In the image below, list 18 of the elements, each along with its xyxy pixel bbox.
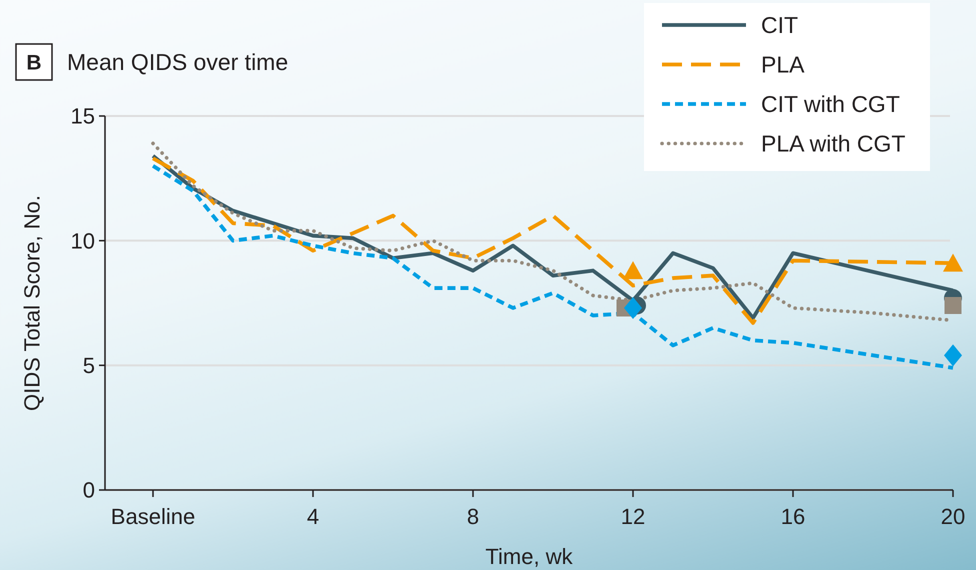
y-tick-label: 5 — [82, 353, 95, 378]
legend-label: CIT — [761, 12, 798, 38]
y-axis-title: QIDS Total Score, No. — [20, 194, 45, 412]
text: B — [26, 51, 42, 74]
x-tick-label: 12 — [620, 504, 646, 529]
x-tick-label: 16 — [780, 504, 806, 529]
x-axis-title: Time, wk — [485, 544, 574, 569]
legend-label: PLA — [761, 52, 806, 78]
legend-label: CIT with CGT — [761, 91, 900, 118]
y-tick-label: 15 — [70, 104, 95, 129]
chart-title: Mean QIDS over time — [67, 49, 288, 76]
x-tick-label: 20 — [940, 504, 966, 529]
x-tick-label: Baseline — [110, 504, 196, 529]
legend-label: PLA with CGT — [761, 130, 906, 157]
y-tick-label: 10 — [70, 228, 95, 254]
x-tick-label: 8 — [466, 504, 480, 529]
x-tick-label: 4 — [306, 504, 320, 529]
y-tick-label: 0 — [82, 478, 95, 503]
